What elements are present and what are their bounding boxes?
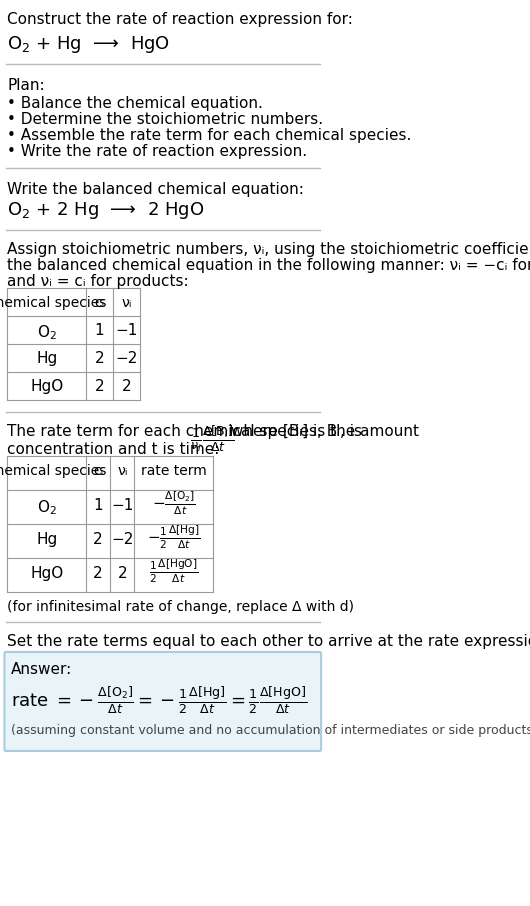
- Text: Hg: Hg: [36, 532, 57, 547]
- Text: $-\frac{1}{2}\frac{\Delta[\mathrm{Hg}]}{\Delta t}$: $-\frac{1}{2}\frac{\Delta[\mathrm{Hg}]}{…: [147, 523, 200, 551]
- Text: (for infinitesimal rate of change, replace Δ with d): (for infinitesimal rate of change, repla…: [7, 600, 355, 614]
- Text: rate term: rate term: [141, 464, 207, 478]
- Text: −1: −1: [116, 323, 138, 338]
- Text: cᵢ: cᵢ: [93, 464, 103, 478]
- Text: chemical species: chemical species: [0, 464, 106, 478]
- Text: O$_2$ + 2 Hg  ⟶  2 HgO: O$_2$ + 2 Hg ⟶ 2 HgO: [7, 200, 205, 221]
- Text: • Assemble the rate term for each chemical species.: • Assemble the rate term for each chemic…: [7, 128, 412, 143]
- Text: Assign stoichiometric numbers, νᵢ, using the stoichiometric coefficients, cᵢ, fr: Assign stoichiometric numbers, νᵢ, using…: [7, 242, 530, 257]
- Text: Answer:: Answer:: [11, 662, 72, 677]
- Text: 2: 2: [93, 532, 103, 547]
- Text: The rate term for each chemical species, Bᵢ, is: The rate term for each chemical species,…: [7, 424, 363, 439]
- Text: O$_2$: O$_2$: [37, 498, 57, 516]
- Text: rate $= -\frac{\Delta[\mathrm{O_2}]}{\Delta t} = -\frac{1}{2}\frac{\Delta[\mathr: rate $= -\frac{\Delta[\mathrm{O_2}]}{\De…: [11, 684, 307, 716]
- Text: $\frac{1}{\nu_i}\frac{\Delta[\mathrm{B}_i]}{\Delta t}$: $\frac{1}{\nu_i}\frac{\Delta[\mathrm{B}_…: [190, 424, 234, 455]
- Text: νᵢ: νᵢ: [121, 296, 132, 310]
- Text: Set the rate terms equal to each other to arrive at the rate expression:: Set the rate terms equal to each other t…: [7, 634, 530, 649]
- Text: −2: −2: [116, 351, 138, 366]
- Text: 2: 2: [95, 351, 104, 366]
- Text: where [Bᵢ] is the amount: where [Bᵢ] is the amount: [226, 424, 419, 439]
- Text: (assuming constant volume and no accumulation of intermediates or side products): (assuming constant volume and no accumul…: [11, 724, 530, 737]
- Text: $-\frac{\Delta[\mathrm{O_2}]}{\Delta t}$: $-\frac{\Delta[\mathrm{O_2}]}{\Delta t}$: [152, 489, 196, 516]
- Text: HgO: HgO: [30, 566, 64, 581]
- Text: chemical species: chemical species: [0, 296, 106, 310]
- Text: 2: 2: [93, 566, 103, 581]
- Text: cᵢ: cᵢ: [94, 296, 105, 310]
- Text: νᵢ: νᵢ: [117, 464, 128, 478]
- Text: 1: 1: [93, 498, 103, 513]
- Text: −2: −2: [111, 532, 134, 547]
- Text: $\frac{1}{2}\frac{\Delta[\mathrm{HgO}]}{\Delta t}$: $\frac{1}{2}\frac{\Delta[\mathrm{HgO}]}{…: [149, 557, 198, 585]
- Text: • Determine the stoichiometric numbers.: • Determine the stoichiometric numbers.: [7, 112, 324, 127]
- Text: HgO: HgO: [30, 379, 64, 394]
- FancyBboxPatch shape: [4, 652, 321, 751]
- Text: and νᵢ = cᵢ for products:: and νᵢ = cᵢ for products:: [7, 274, 189, 289]
- Text: concentration and t is time:: concentration and t is time:: [7, 442, 220, 457]
- Text: 2: 2: [95, 379, 104, 394]
- Text: 1: 1: [95, 323, 104, 338]
- Text: Hg: Hg: [36, 351, 57, 366]
- Text: the balanced chemical equation in the following manner: νᵢ = −cᵢ for reactants: the balanced chemical equation in the fo…: [7, 258, 530, 273]
- Text: Write the balanced chemical equation:: Write the balanced chemical equation:: [7, 182, 304, 197]
- Text: 2: 2: [118, 566, 127, 581]
- Text: O$_2$: O$_2$: [37, 323, 57, 342]
- Text: 2: 2: [122, 379, 131, 394]
- Text: • Write the rate of reaction expression.: • Write the rate of reaction expression.: [7, 144, 307, 159]
- Text: • Balance the chemical equation.: • Balance the chemical equation.: [7, 96, 263, 111]
- Text: −1: −1: [111, 498, 134, 513]
- Text: O$_2$ + Hg  ⟶  HgO: O$_2$ + Hg ⟶ HgO: [7, 34, 171, 55]
- Text: Construct the rate of reaction expression for:: Construct the rate of reaction expressio…: [7, 12, 354, 27]
- Text: Plan:: Plan:: [7, 78, 45, 93]
